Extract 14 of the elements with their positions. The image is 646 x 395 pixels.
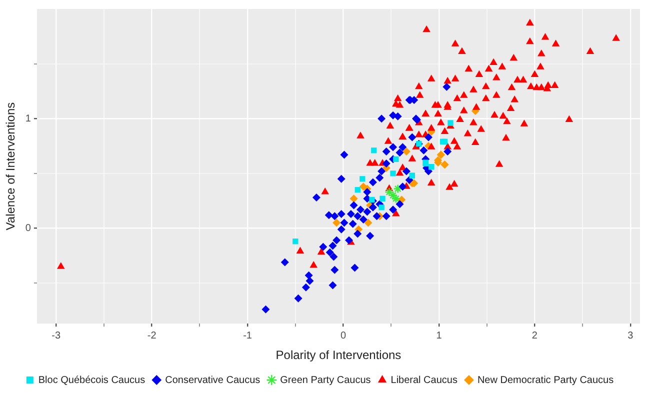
x-tick-label: -2	[147, 330, 157, 342]
legend-label: Green Party Caucus	[280, 374, 371, 386]
x-tick-label: 2	[532, 330, 538, 342]
legend-label: Liberal Caucus	[390, 374, 458, 386]
x-tick-label: 1	[436, 330, 442, 342]
y-axis-title: Valence of Interventions	[4, 102, 18, 230]
x-tick-label: 0	[340, 330, 346, 342]
legend-label: Bloc Québécois Caucus	[38, 374, 146, 386]
x-tick-label: -3	[52, 330, 61, 342]
legend-label: Conservative Caucus	[165, 374, 260, 386]
x-tick-label: 3	[628, 330, 634, 342]
x-tick-label: -1	[243, 330, 252, 342]
x-axis-title: Polarity of Interventions	[276, 348, 402, 362]
legend-label: New Democratic Party Caucus	[477, 374, 614, 386]
